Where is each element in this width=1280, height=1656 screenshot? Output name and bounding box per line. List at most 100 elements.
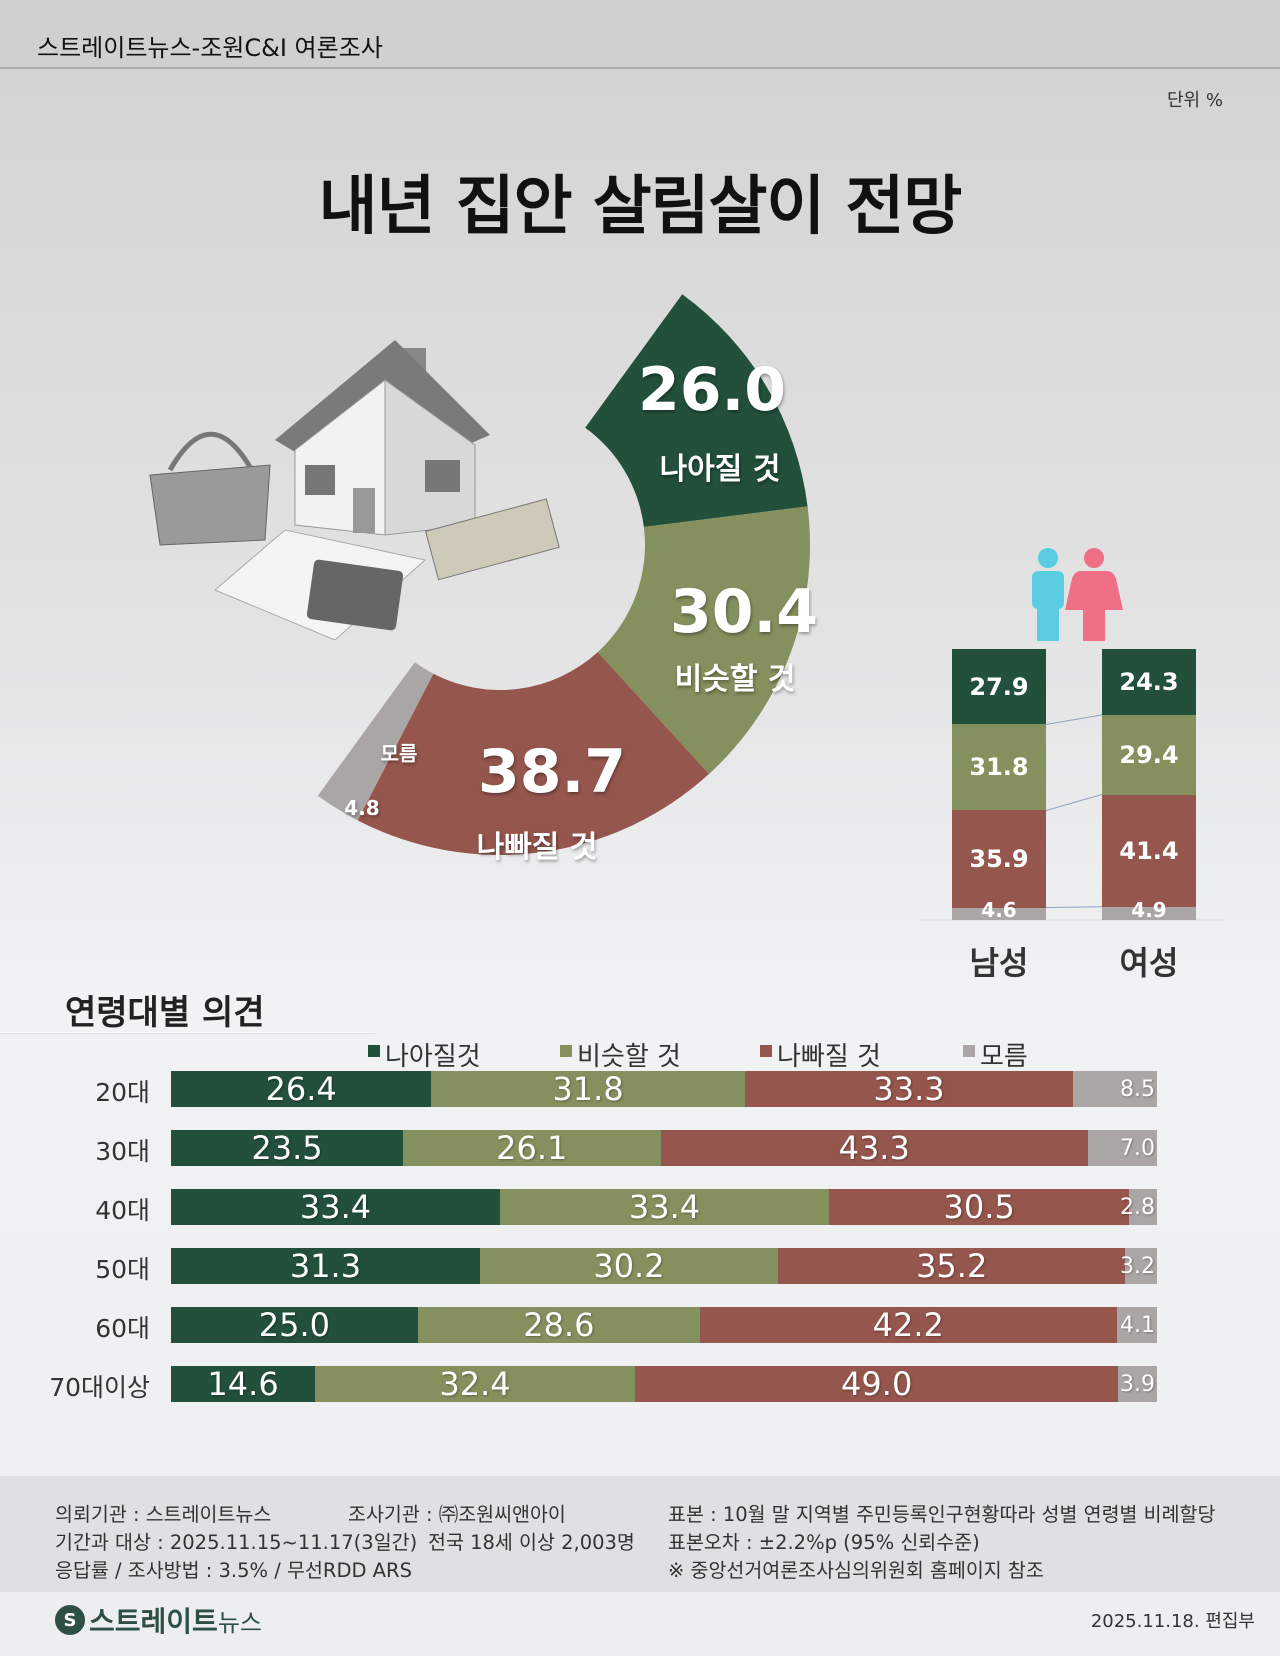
legend-swatch: [368, 1044, 380, 1057]
donut-slice-unknown: [317, 662, 434, 821]
age-segment-better: 25.0: [171, 1306, 418, 1344]
age-segment-worse: 49.0: [634, 1365, 1119, 1403]
age-row-label: 50대: [95, 1255, 150, 1284]
age-segment-better: 33.4: [171, 1188, 500, 1226]
legend-label: 나빠질 것: [777, 1042, 881, 1072]
better-category-label: 나아질 것: [659, 452, 781, 487]
gender-segment-worse: 35.9: [952, 810, 1046, 908]
age-segment-unknown: 3.2: [1120, 1248, 1157, 1284]
legend-swatch: [760, 1044, 772, 1057]
legend-label: 나아질것: [385, 1042, 481, 1072]
age-bar-row: 26.4 31.8 33.3 8.5: [171, 1070, 1157, 1108]
connector-line: [1045, 906, 1103, 909]
basket-icon: [149, 431, 271, 546]
better-value-label: 26.0: [637, 355, 787, 425]
logo-icon: S: [55, 1605, 85, 1635]
note-info: ※ 중앙선거여론조사심의위원회 홈페이지 참조: [668, 1559, 1044, 1582]
section-divider: [0, 1032, 375, 1033]
legend-same: 비슷할 것: [560, 1036, 681, 1073]
publish-date: 2025.11.18. 편집부: [1090, 1611, 1255, 1632]
age-segment-worse: 42.2: [700, 1306, 1117, 1344]
half-donut-chart: [317, 294, 810, 855]
male-label: 남성: [969, 944, 1029, 982]
age-segment-better: 31.3: [171, 1247, 480, 1285]
worse-value-label: 38.7: [477, 737, 627, 807]
house-icon: [275, 340, 490, 536]
header-bar: 스트레이트뉴스-조원C&I 여론조사: [0, 0, 1280, 69]
legend-unknown: 모름: [963, 1036, 1028, 1073]
age-row-label: 70대이상: [49, 1373, 150, 1402]
client-info: 의뢰기관 : 스트레이트뉴스: [55, 1503, 272, 1526]
age-segment-better: 14.6: [171, 1365, 316, 1403]
gender-segment-unknown: 4.6: [952, 900, 1046, 920]
age-segment-worse: 35.2: [777, 1247, 1126, 1285]
age-segment-unknown: 2.8: [1120, 1189, 1157, 1225]
age-segment-unknown: 4.1: [1116, 1307, 1157, 1343]
legend-swatch: [560, 1044, 572, 1057]
gender-segment-same: 31.8: [952, 724, 1046, 811]
gender-segment-worse: 41.4: [1102, 794, 1196, 907]
logo-text-main: 스트레이트: [89, 1605, 218, 1638]
logo-text-sub: 뉴스: [217, 1608, 262, 1637]
age-row-label: 60대: [95, 1314, 150, 1343]
age-segment-same: 31.8: [431, 1070, 745, 1108]
same-value-label: 30.4: [669, 577, 819, 647]
age-segment-better: 23.5: [171, 1129, 403, 1167]
legend-label: 비슷할 것: [577, 1042, 681, 1072]
connector-line: [1045, 794, 1103, 811]
sample-info: 표본 : 10월 말 지역별 주민등록인구현황따라 성별 연령별 비례할당: [668, 1503, 1216, 1526]
age-bar-row: 23.5 26.1 43.3 7.0: [171, 1129, 1157, 1167]
age-segment-better: 26.4: [171, 1070, 432, 1108]
age-segment-same: 26.1: [402, 1129, 661, 1167]
calculator-icon: [214, 529, 427, 640]
brand-logo: S 스트레이트 뉴스: [55, 1600, 262, 1640]
gender-bar-male: 27.9 31.8 35.9 4.6: [952, 649, 1046, 920]
donut-slice-same: [597, 506, 810, 774]
age-bar-row: 25.0 28.6 42.2 4.1: [171, 1306, 1157, 1344]
header-source: 스트레이트뉴스-조원C&I 여론조사: [37, 34, 383, 62]
age-bar-row: 14.6 32.4 49.0 3.9: [171, 1365, 1157, 1403]
gender-connector-lines: [920, 714, 1225, 921]
unknown-category-label: 모름: [380, 741, 418, 766]
unknown-value-label: 4.8: [344, 796, 380, 820]
donut-slice-worse: [357, 652, 709, 855]
agency-info: 조사기관 : ㈜조원씨앤아이: [348, 1503, 566, 1526]
gender-segment-same: 29.4: [1102, 714, 1196, 795]
age-segment-same: 30.2: [479, 1247, 778, 1285]
gender-segment-better: 27.9: [952, 649, 1046, 725]
page-title: 내년 집안 살림살이 전망: [318, 170, 963, 244]
connector-line: [1045, 714, 1103, 725]
age-segment-unknown: 7.0: [1087, 1130, 1157, 1166]
age-segment-worse: 43.3: [660, 1129, 1088, 1167]
age-segment-unknown: 3.9: [1118, 1366, 1157, 1402]
survey-info-box: 의뢰기관 : 스트레이트뉴스 조사기관 : ㈜조원씨앤아이 표본 : 10월 말…: [0, 1476, 1280, 1592]
legend-better: 나아질것: [368, 1036, 481, 1073]
house-budget-illustration: [149, 340, 560, 640]
age-segment-worse: 33.3: [744, 1070, 1074, 1108]
donut-slice-better: [585, 294, 808, 527]
same-category-label: 비슷할 것: [674, 662, 796, 697]
female-icon: [1065, 548, 1123, 641]
male-icon: [1032, 548, 1064, 641]
money-icon: [424, 498, 560, 581]
age-segment-unknown: 8.5: [1073, 1071, 1157, 1107]
gender-segment-unknown: 4.9: [1102, 900, 1196, 920]
age-bar-row: 31.3 30.2 35.2 3.2: [171, 1247, 1157, 1285]
legend-swatch: [963, 1044, 975, 1057]
legend-worse: 나빠질 것: [760, 1036, 881, 1073]
age-segment-same: 28.6: [417, 1306, 700, 1344]
age-row-label: 40대: [95, 1196, 150, 1225]
worse-category-label: 나빠질 것: [476, 830, 598, 865]
age-section-title: 연령대별 의견: [65, 993, 265, 1033]
period-info: 기간과 대상 : 2025.11.15~11.17(3일간): [55, 1531, 418, 1554]
method-info: 응답률 / 조사방법 : 3.5% / 무선RDD ARS: [55, 1559, 412, 1582]
age-segment-same: 32.4: [315, 1365, 635, 1403]
age-row-label: 20대: [95, 1078, 150, 1107]
legend-label: 모름: [980, 1042, 1028, 1072]
age-segment-worse: 30.5: [828, 1188, 1130, 1226]
gender-icons: [1032, 548, 1123, 641]
gender-segment-better: 24.3: [1102, 649, 1196, 715]
age-bar-row: 33.4 33.4 30.5 2.8: [171, 1188, 1157, 1226]
age-row-label: 30대: [95, 1137, 150, 1166]
unit-label: 단위 %: [1167, 90, 1223, 111]
